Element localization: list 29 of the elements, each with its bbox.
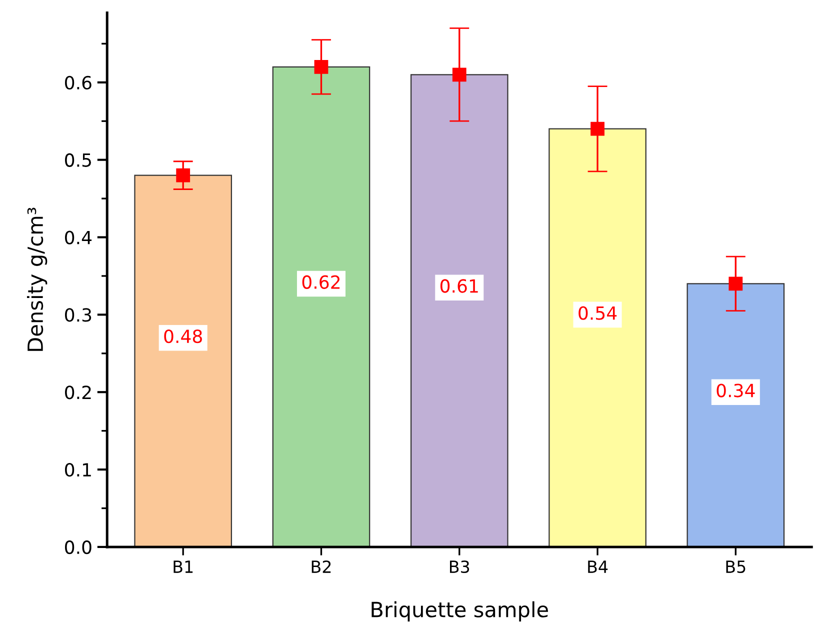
x-tick-label: B5 <box>726 560 746 574</box>
y-tick-label: 0.6 <box>65 76 92 90</box>
bar <box>272 66 370 547</box>
x-tick-label: B4 <box>588 560 608 573</box>
data-label: 0.61 <box>440 279 478 293</box>
y-tick-label: 0.5 <box>65 153 91 167</box>
x-tick-label: B3 <box>450 560 470 574</box>
data-label: 0.48 <box>164 329 202 344</box>
point <box>314 60 328 74</box>
data-label: 0.34 <box>716 384 755 398</box>
data-label: 0.54 <box>578 306 617 320</box>
y-tick-label: 0.1 <box>65 462 91 477</box>
y-axis-title: Density g/cm³ <box>26 208 48 351</box>
y-tick-label: 0.0 <box>65 540 92 554</box>
point <box>452 68 466 82</box>
x-axis-title: Briquette sample <box>372 601 548 622</box>
bar <box>548 128 646 547</box>
data-label: 0.62 <box>302 275 340 289</box>
x-tick-label: B1 <box>174 560 193 573</box>
point <box>590 122 604 136</box>
y-tick-label: 0.4 <box>65 230 92 244</box>
point <box>728 276 743 291</box>
bar <box>686 283 785 547</box>
y-tick-label: 0.3 <box>65 308 92 322</box>
x-tick-label: B2 <box>312 560 331 573</box>
y-tick-label: 0.2 <box>65 386 91 400</box>
bar <box>134 174 232 547</box>
bar <box>410 74 508 547</box>
point <box>176 168 190 182</box>
